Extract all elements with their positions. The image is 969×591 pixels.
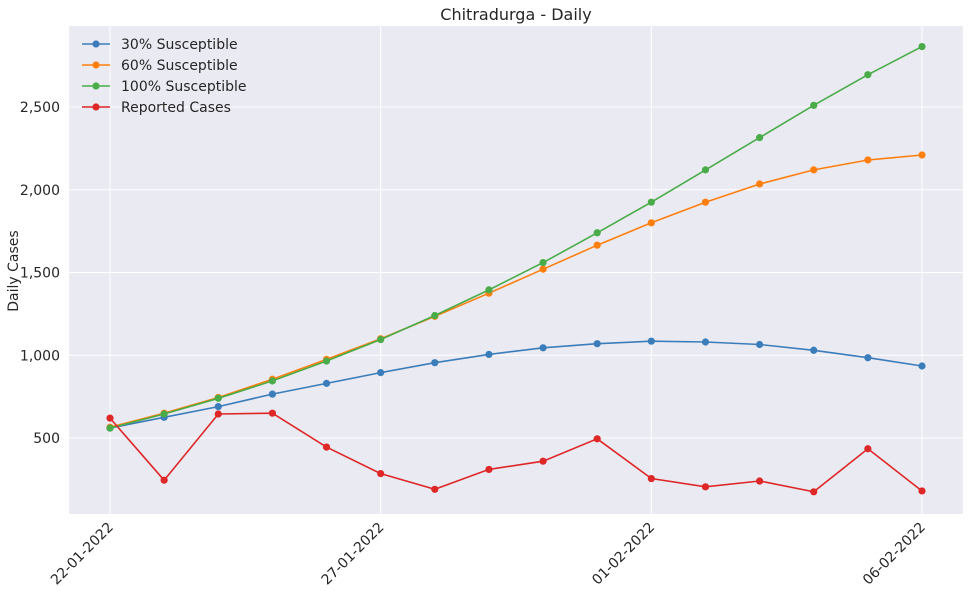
x-tick-label: 27-01-2022 (319, 520, 388, 589)
data-point (864, 354, 872, 362)
data-point (756, 477, 764, 485)
data-point (214, 394, 222, 402)
data-point (810, 488, 818, 496)
x-tick-label: 06-02-2022 (860, 520, 929, 589)
series-100-susceptible (106, 42, 926, 432)
data-point (593, 340, 601, 348)
data-point (647, 198, 655, 206)
data-point (647, 474, 655, 483)
data-point (214, 402, 222, 411)
data-point (322, 357, 331, 365)
legend-item: 30% Susceptible (82, 37, 238, 53)
data-point (377, 469, 385, 478)
data-point (701, 166, 710, 174)
data-point (539, 344, 547, 352)
data-point (106, 414, 114, 422)
legend-label: 100% Susceptible (121, 79, 247, 95)
legend-marker (92, 40, 100, 48)
data-point (268, 409, 276, 417)
x-tick-labels: 22-01-2022 27-01-2022 01-02-2022 06-02-2022 (48, 520, 929, 589)
data-point (485, 350, 493, 359)
series-line (109, 45, 923, 429)
y-tick-label: 2,500 (20, 100, 60, 116)
series-reported-cases (106, 409, 926, 496)
data-point (160, 476, 168, 484)
data-point (810, 346, 818, 354)
legend: 30% Susceptible 60% Susceptible 100% Susce… (82, 37, 247, 116)
y-tick-labels: 500 1,000 1,500 2,000 2,500 (20, 100, 60, 447)
data-point (106, 424, 114, 432)
y-tick-label: 1,500 (20, 266, 60, 282)
x-tick-label: 22-01-2022 (48, 520, 117, 589)
legend-marker (92, 82, 100, 90)
data-point (810, 166, 818, 174)
data-point (647, 219, 655, 227)
chart-title: Chitradurga - Daily (440, 5, 591, 24)
data-point (377, 369, 385, 377)
data-point (431, 485, 439, 493)
x-tick-label: 01-02-2022 (589, 520, 658, 589)
data-point (268, 390, 276, 398)
data-point (701, 483, 710, 491)
y-tick-label: 1,000 (20, 348, 60, 364)
data-point (701, 198, 710, 206)
data-point (756, 180, 764, 188)
data-point (918, 151, 926, 159)
legend-item: 60% Susceptible (82, 58, 238, 74)
data-point (593, 229, 601, 237)
data-point (214, 410, 222, 418)
data-point (431, 311, 439, 320)
y-tick-label: 500 (33, 431, 60, 447)
data-point (539, 258, 547, 267)
data-point (810, 101, 818, 109)
series-layer (106, 42, 926, 496)
data-point (593, 241, 601, 249)
data-point (539, 265, 547, 273)
data-point (485, 465, 493, 474)
data-point (864, 445, 872, 453)
legend-item: Reported Cases (82, 100, 231, 116)
data-point (160, 410, 168, 418)
series-line (109, 154, 923, 428)
grid-lines (69, 26, 963, 514)
series-line (109, 412, 923, 493)
legend-label: Reported Cases (121, 100, 231, 116)
data-point (647, 337, 655, 345)
data-point (756, 134, 764, 142)
y-tick-label: 2,000 (20, 183, 60, 199)
y-axis-label: Daily Cases (6, 230, 22, 311)
data-point (593, 435, 601, 443)
data-point (756, 340, 764, 349)
data-point (322, 379, 331, 387)
data-point (918, 487, 926, 495)
data-point (377, 335, 385, 344)
data-point (864, 156, 872, 164)
series-line (109, 340, 923, 429)
legend-label: 60% Susceptible (121, 58, 238, 74)
legend-label: 30% Susceptible (121, 37, 238, 53)
data-point (864, 71, 872, 79)
data-point (322, 443, 331, 451)
data-point (701, 338, 710, 346)
legend-item: 100% Susceptible (82, 79, 247, 95)
data-point (918, 42, 926, 51)
legend-marker (92, 61, 100, 69)
data-point (268, 377, 276, 385)
data-point (485, 286, 493, 294)
data-point (918, 362, 926, 370)
data-point (539, 457, 547, 465)
legend-marker (92, 103, 100, 111)
data-point (431, 359, 439, 367)
